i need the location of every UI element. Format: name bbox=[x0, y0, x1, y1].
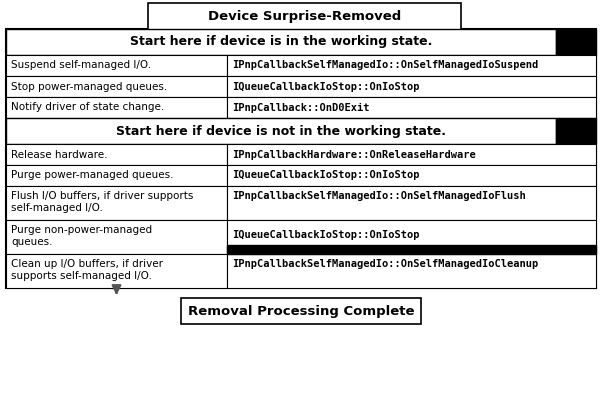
Bar bbox=[181, 298, 421, 324]
Text: Clean up I/O buffers, if driver
supports self-managed I/O.: Clean up I/O buffers, if driver supports… bbox=[11, 259, 163, 281]
Bar bbox=[6, 76, 227, 97]
Bar bbox=[6, 254, 227, 288]
Text: IPnpCallbackSelfManagedIo::OnSelfManagedIoCleanup: IPnpCallbackSelfManagedIo::OnSelfManaged… bbox=[232, 259, 538, 269]
Bar bbox=[6, 144, 227, 165]
Text: IPnpCallbackSelfManagedIo::OnSelfManagedIoFlush: IPnpCallbackSelfManagedIo::OnSelfManaged… bbox=[232, 191, 526, 201]
Bar bbox=[6, 186, 227, 220]
Bar bbox=[556, 29, 596, 55]
Bar bbox=[227, 245, 596, 254]
Bar bbox=[6, 29, 596, 288]
Text: Suspend self-managed I/O.: Suspend self-managed I/O. bbox=[11, 60, 151, 71]
Bar bbox=[227, 76, 596, 97]
Bar bbox=[6, 97, 227, 118]
Bar bbox=[227, 165, 596, 186]
Text: IPnpCallbackHardware::OnReleaseHardware: IPnpCallbackHardware::OnReleaseHardware bbox=[232, 150, 476, 159]
Text: Release hardware.: Release hardware. bbox=[11, 150, 107, 159]
Text: Purge non-power-managed
queues.: Purge non-power-managed queues. bbox=[11, 225, 152, 247]
Bar bbox=[227, 186, 596, 220]
Text: IQueueCallbackIoStop::OnIoStop: IQueueCallbackIoStop::OnIoStop bbox=[232, 230, 419, 240]
Text: IQueueCallbackIoStop::OnIoStop: IQueueCallbackIoStop::OnIoStop bbox=[232, 171, 419, 180]
Text: IPnpCallbackSelfManagedIo::OnSelfManagedIoSuspend: IPnpCallbackSelfManagedIo::OnSelfManaged… bbox=[232, 60, 538, 71]
Bar bbox=[6, 220, 227, 254]
Text: IPnpCallback::OnD0Exit: IPnpCallback::OnD0Exit bbox=[232, 102, 370, 113]
Text: Stop power-managed queues.: Stop power-managed queues. bbox=[11, 81, 168, 92]
Bar bbox=[227, 144, 596, 165]
Text: Notify driver of state change.: Notify driver of state change. bbox=[11, 102, 164, 113]
Bar bbox=[227, 254, 596, 288]
Text: Flush I/O buffers, if driver supports
self-managed I/O.: Flush I/O buffers, if driver supports se… bbox=[11, 191, 194, 212]
Bar bbox=[227, 220, 596, 254]
Bar bbox=[227, 97, 596, 118]
Bar bbox=[6, 165, 227, 186]
Text: Removal Processing Complete: Removal Processing Complete bbox=[188, 305, 414, 318]
Bar bbox=[227, 55, 596, 76]
Text: Start here if device is in the working state.: Start here if device is in the working s… bbox=[130, 35, 432, 48]
Bar bbox=[6, 55, 227, 76]
Text: Start here if device is not in the working state.: Start here if device is not in the worki… bbox=[116, 125, 446, 138]
Bar bbox=[6, 29, 556, 55]
Text: IQueueCallbackIoStop::OnIoStop: IQueueCallbackIoStop::OnIoStop bbox=[232, 81, 419, 92]
Text: Purge power-managed queues.: Purge power-managed queues. bbox=[11, 171, 174, 180]
Bar bbox=[148, 3, 461, 31]
Text: Device Surprise-Removed: Device Surprise-Removed bbox=[208, 11, 401, 23]
Bar bbox=[556, 118, 596, 144]
Bar bbox=[6, 118, 556, 144]
